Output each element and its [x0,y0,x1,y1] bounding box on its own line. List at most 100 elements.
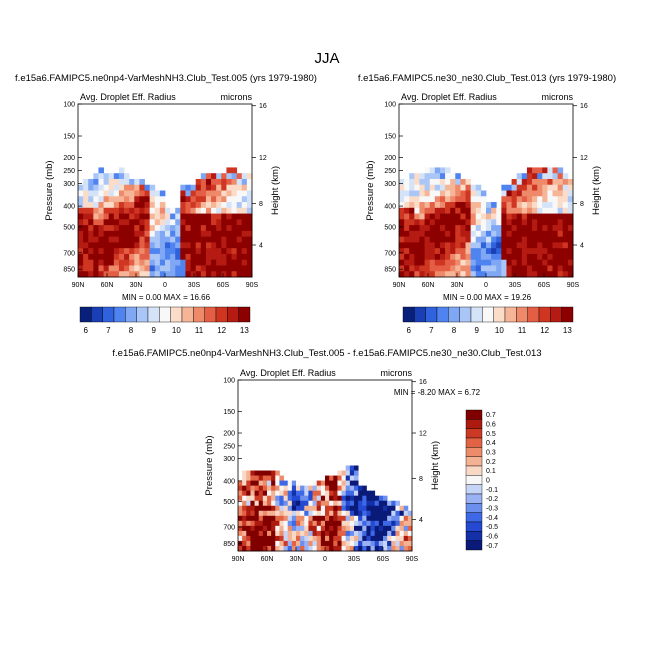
field-cell [134,196,140,203]
field-cell [354,515,359,522]
field-cell [404,236,410,243]
field-cell [475,253,482,261]
field-cell [501,219,507,226]
min-max-stats: MIN = -8.20 MAX = 6.72 [394,388,481,397]
field-cell [391,535,396,542]
field-cell [241,248,248,255]
field-cell [216,219,222,226]
y-tick-label: 250 [223,443,235,450]
field-cell [241,236,248,243]
field-cell [216,190,222,197]
field-cell [395,530,400,537]
colorbar-box [204,306,217,323]
field-cell [329,500,334,507]
field-cell [470,265,477,272]
field-cell [370,530,376,537]
field-cell [567,242,574,249]
field-cell [349,540,355,547]
field-cell [532,196,538,203]
field-cell [511,178,518,186]
field-cell [283,545,289,552]
field-cell [226,248,232,255]
field-cell [450,190,456,197]
field-cell [283,510,289,517]
field-cell [434,230,441,238]
field-cell [78,225,84,232]
field-cell [308,495,313,502]
field-cell [271,490,276,497]
field-cell [279,545,284,552]
field-cell [159,230,166,238]
field-cell [316,530,322,537]
field-cell [439,236,446,243]
field-cell [391,520,396,527]
field-cell [521,219,528,226]
field-cell [486,271,492,278]
field-cell [275,530,280,537]
field-cell [144,225,151,232]
field-cell [557,236,564,243]
field-cell [216,265,222,272]
field-cell [200,207,207,214]
field-cell [552,213,559,220]
field-cell [325,505,330,512]
field-cell [391,510,396,517]
field-cell [383,520,388,527]
field-cell [129,265,135,272]
field-cell [300,520,305,527]
field-cell [312,485,318,492]
field-cell [366,545,371,552]
field-cell [185,202,191,209]
field-cell [501,196,507,203]
colorbar-box [238,306,251,323]
field-cell [434,178,441,186]
field-cell [258,545,264,552]
field-cell [552,173,559,180]
field-cell [333,490,338,497]
field-cell [170,230,176,238]
field-cell [414,173,420,180]
field-cell [93,196,99,203]
field-cell [83,225,89,232]
field-cell [134,202,140,209]
field-cell [337,470,342,476]
field-cell [283,535,289,542]
field-cell [238,495,243,502]
field-cell [521,184,528,191]
field-cell [434,190,441,197]
field-cell [516,173,523,180]
field-cell [316,520,322,527]
field-cell [304,505,309,512]
field-cell [511,259,518,266]
field-cell [552,236,559,243]
field-cell [387,515,392,522]
field-cell [429,271,436,278]
field-cell [537,202,543,209]
field-cell [511,230,518,238]
x-tick-label: 30N [130,282,143,289]
field-cell [445,207,451,214]
field-cell [429,202,436,209]
field-cell [532,236,538,243]
field-cell [103,190,110,197]
field-cell [537,196,543,203]
field-cell [547,271,553,278]
field-cell [185,248,191,255]
colorbar-box [465,540,483,551]
field-cell [103,202,110,209]
field-cell [275,540,280,547]
field-cell [526,242,533,249]
field-cell [501,230,507,238]
field-cell [149,259,156,266]
field-cell [275,515,280,522]
field-cell [395,525,400,532]
field-cell [341,540,347,547]
colorbar-box [465,531,483,541]
field-cell [480,253,487,261]
field-cell [78,253,84,261]
field-cell [246,500,251,507]
field-cell [542,236,548,243]
field-cell [506,253,512,261]
field-cell [475,225,482,232]
y2-axis-label: Height (km) [591,166,602,215]
